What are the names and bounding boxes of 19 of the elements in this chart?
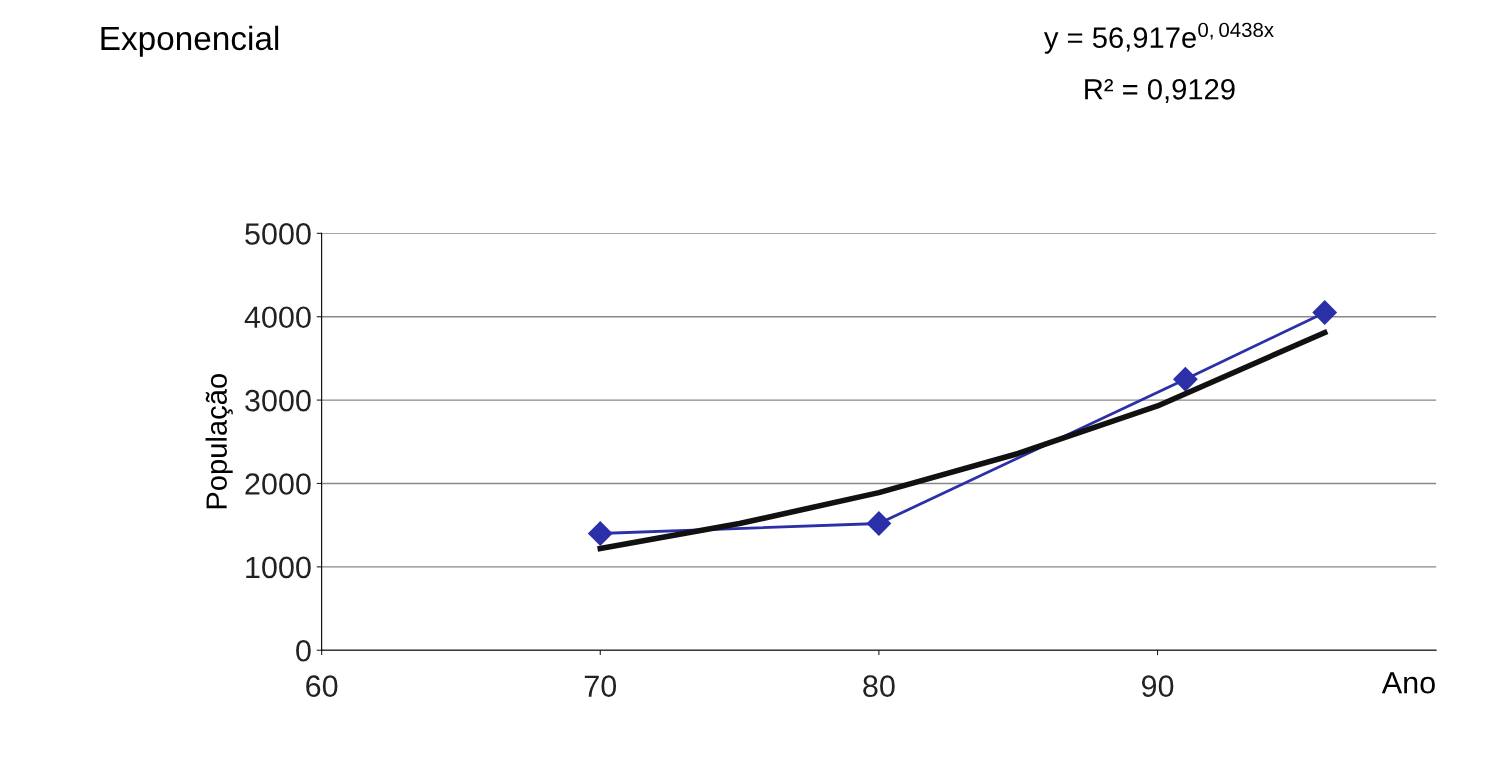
point [866,511,892,536]
x-tick-label: 90 [1141,675,1174,697]
y-tick-label: 4000 [244,306,311,329]
y-tick-label: 0 [296,639,311,662]
text: R² = 0,9129 [1085,78,1235,104]
point [1312,300,1338,325]
y-tick-label: 2000 [245,473,311,495]
y-tick-label: 1000 [246,556,311,579]
x-tick-label: 70 [584,675,617,697]
text: y = 56,917e$^{0,0438x}$ [1043,22,1274,54]
y-tick-label: 5000 [245,223,311,245]
x-tick-label: 60 [306,675,338,697]
x-axis-title: Ano [1381,672,1435,694]
x-tick-label: 80 [863,675,895,697]
point [587,521,613,546]
y-tick-label: 3000 [245,389,311,412]
y-axis-title: População [205,374,233,509]
chart-title: Exponencial [101,25,279,57]
point [1172,366,1198,392]
